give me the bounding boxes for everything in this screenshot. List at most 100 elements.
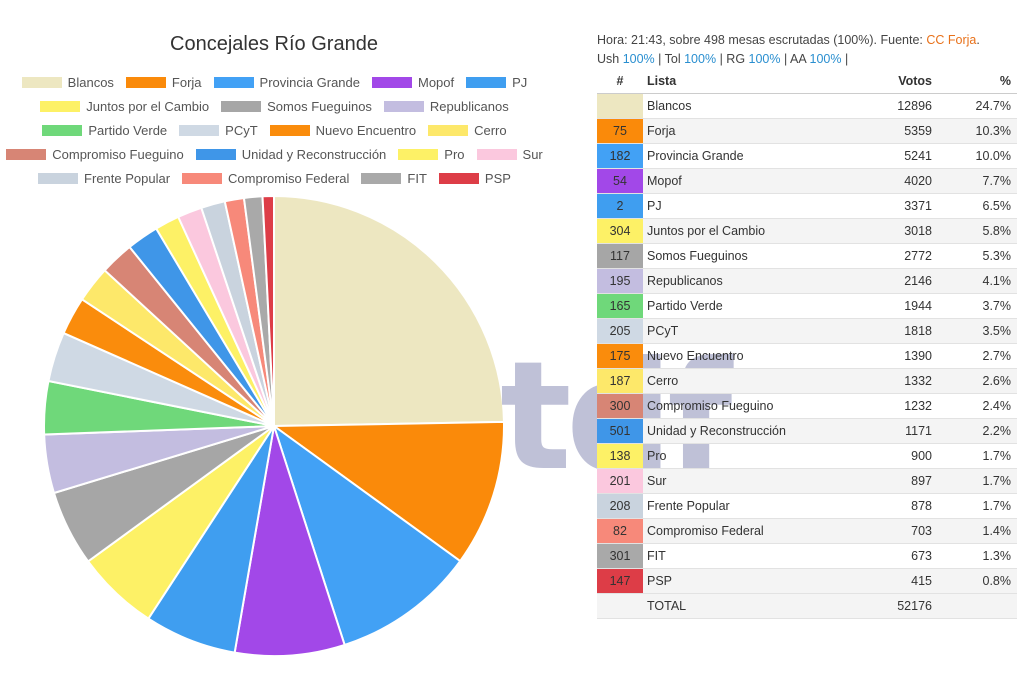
legend-item-forja[interactable]: Forja [125,75,202,90]
legend-swatch [269,124,310,136]
legend-swatch [438,172,479,184]
legend-row: Juntos por el Cambio Somos Fueguinos Repub… [8,94,553,118]
list-number-cell: 54 [597,168,643,194]
legend-swatch [476,148,517,160]
votes-cell: 897 [841,468,940,494]
votes-cell: 1171 [841,418,940,444]
table-row: 165 Partido Verde 1944 3.7% [597,293,1017,319]
table-row: 75 Forja 5359 10.3% [597,118,1017,144]
list-name-cell: Provincia Grande [643,143,841,169]
info-line-2: Ush 100% | Tol 100% | RG 100% | AA 100% … [597,50,1017,69]
legend-swatch [383,100,424,112]
total-votes: 52176 [841,593,940,619]
list-number-cell: 138 [597,443,643,469]
percent-cell: 10.0% [940,143,1017,169]
list-number-cell: 187 [597,368,643,394]
percent-cell: 7.7% [940,168,1017,194]
legend-row: Blancos Forja Provincia Grande Mopof PJ [8,70,553,94]
votes-cell: 3371 [841,193,940,219]
legend-item-unidad-y-reconstruccion[interactable]: Unidad y Reconstrucción [195,146,387,162]
legend-swatch [38,172,79,184]
votes-cell: 673 [841,543,940,569]
pie-slice-psp[interactable] [261,194,275,427]
legend-item-provincia-grande[interactable]: Provincia Grande [213,75,360,90]
list-name-cell: Compromiso Fueguino [643,393,841,419]
total-label: TOTAL [643,593,841,619]
percent-cell: 5.8% [940,218,1017,244]
legend-item-nuevo-encuentro[interactable]: Nuevo Encuentro [269,123,416,138]
percent-cell: 1.7% [940,443,1017,469]
legend-label: PCyT [225,122,258,138]
percent-cell: 5.3% [940,243,1017,269]
legend-swatch [428,124,469,136]
legend-label: PJ [512,74,528,90]
percent-cell: 2.2% [940,418,1017,444]
legend-item-republicanos[interactable]: Republicanos [383,99,509,114]
legend-swatch [466,76,507,88]
info-line-1: Hora: 21:43, sobre 498 mesas escrutadas … [597,31,1017,50]
percent-cell: 1.7% [940,468,1017,494]
pie-slice-provincia-grande[interactable] [272,423,462,647]
votes-cell: 3018 [841,218,940,244]
legend-item-fit[interactable]: FIT [361,171,427,186]
info-suffix: . [976,33,980,47]
region-percent: 100% [748,52,781,66]
legend-item-somos-fueguinos[interactable]: Somos Fueguinos [221,99,372,114]
legend-item-juntos-por-el-cambio[interactable]: Juntos por el Cambio [40,99,209,114]
region-label: RG [726,52,749,66]
votes-cell: 12896 [841,93,940,119]
percent-cell: 24.7% [940,93,1017,119]
percent-cell: 4.1% [940,268,1017,294]
legend-item-pj[interactable]: PJ [466,75,527,90]
table-row: 138 Pro 900 1.7% [597,443,1017,469]
percent-cell: 3.7% [940,293,1017,319]
legend-item-mopof[interactable]: Mopof [372,75,454,90]
legend-item-psp[interactable]: PSP [438,171,511,186]
legend-label: Partido Verde [88,122,168,138]
list-number-cell: 82 [597,518,643,544]
votes-cell: 1232 [841,393,940,419]
list-number-cell: 300 [597,393,643,419]
list-name-cell: FIT [643,543,841,569]
total-percent [940,593,1017,619]
legend-item-blancos[interactable]: Blancos [21,75,114,90]
list-number-cell: 501 [597,418,643,444]
votes-cell: 2772 [841,243,940,269]
legend-swatch [361,172,402,184]
votes-cell: 4020 [841,168,940,194]
legend-item-compromiso-fueguino[interactable]: Compromiso Fueguino [6,147,184,162]
list-number-cell: 201 [597,468,643,494]
list-name-cell: Frente Popular [643,493,841,519]
list-name-cell: PJ [643,193,841,219]
legend-label: Mopof [418,74,455,90]
legend-row: Frente Popular Compromiso Federal FIT PSP [8,166,553,190]
votes-cell: 1944 [841,293,940,319]
legend-item-cerro[interactable]: Cerro [428,123,507,138]
legend-item-compromiso-federal[interactable]: Compromiso Federal [182,171,349,186]
legend-item-frente-popular[interactable]: Frente Popular [38,171,170,186]
pie-slice-mopof[interactable] [233,425,346,657]
legend-item-pcyt[interactable]: PCyT [179,123,258,138]
list-name-cell: Juntos por el Cambio [643,218,841,244]
source-link[interactable]: CC Forja [926,33,977,47]
legend-item-partido-verde[interactable]: Partido Verde [42,123,167,138]
percent-cell: 10.3% [940,118,1017,144]
legend-swatch [125,76,166,88]
legend-swatch [195,148,236,160]
legend-row: Partido Verde PCyT Nuevo Encuentro Cerro [8,118,553,142]
region-label: Ush [597,52,623,66]
legend-item-sur[interactable]: Sur [476,147,543,162]
info-prefix: Hora: 21:43, sobre 498 mesas escrutadas … [597,33,923,47]
separator: | [841,52,849,66]
legend-label: Unidad y Reconstrucción [241,146,387,162]
legend-item-pro[interactable]: Pro [398,147,465,162]
pie-slice-blancos[interactable] [273,194,505,428]
votes-cell: 415 [841,568,940,594]
list-number-cell: 2 [597,193,643,219]
pie-slice-forja[interactable] [270,420,505,563]
pie-chart [43,194,505,657]
legend-row: Compromiso Fueguino Unidad y Reconstrucci… [6,142,553,166]
percent-cell: 1.4% [940,518,1017,544]
votes-cell: 5241 [841,143,940,169]
votes-cell: 703 [841,518,940,544]
